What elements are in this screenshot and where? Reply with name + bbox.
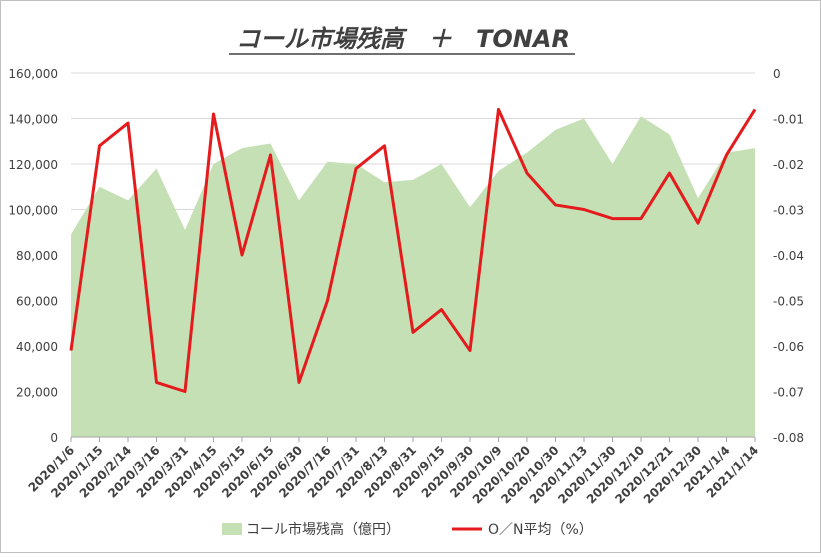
area-layer: [71, 116, 755, 437]
y-left-tick-label: 160,000: [8, 67, 58, 81]
y-right-tick-label: 0: [773, 67, 781, 81]
y-left-tick-labels: 0 20,000 40,000 60,000 80,000 100,000 120,000 1…: [8, 67, 58, 445]
y-left-tick-label: 0: [50, 431, 58, 445]
chart-title: コール市場残高 ＋ TONAR: [236, 25, 570, 53]
series-line-on-average: [69, 107, 757, 393]
axes: [70, 436, 756, 442]
y-left-tick-label: 20,000: [16, 386, 58, 400]
y-left-tick-label: 80,000: [16, 249, 58, 263]
line-layer: [69, 107, 757, 393]
y-left-tick-label: 40,000: [16, 340, 58, 354]
y-right-tick-label: -0.04: [773, 249, 804, 263]
legend-swatch-area: [222, 523, 242, 535]
legend: コール市場残高（億円） O／N平均（%）: [222, 521, 593, 538]
y-right-tick-label: -0.03: [773, 204, 804, 218]
y-right-tick-label: -0.05: [773, 295, 804, 309]
y-right-tick-labels: -0.08 -0.07 -0.06 -0.05 -0.04 -0.03 -0.02 -0.01…: [773, 67, 804, 445]
y-left-tick-label: 120,000: [8, 158, 58, 172]
y-right-tick-label: -0.01: [773, 113, 804, 127]
y-left-tick-label: 140,000: [8, 113, 58, 127]
y-left-tick-label: 60,000: [16, 295, 58, 309]
y-right-tick-label: -0.06: [773, 340, 804, 354]
legend-label-area: コール市場残高（億円）: [246, 521, 400, 538]
x-tick-labels: 2020/1/62020/1/152020/2/142020/3/162020/…: [26, 443, 762, 506]
y-right-tick-label: -0.02: [773, 158, 804, 172]
legend-label-line: O／N平均（%）: [488, 522, 593, 538]
y-right-tick-label: -0.08: [773, 431, 804, 445]
y-right-tick-label: -0.07: [773, 386, 804, 400]
y-left-tick-label: 100,000: [8, 204, 58, 218]
series-area-call-balance: [71, 116, 755, 437]
